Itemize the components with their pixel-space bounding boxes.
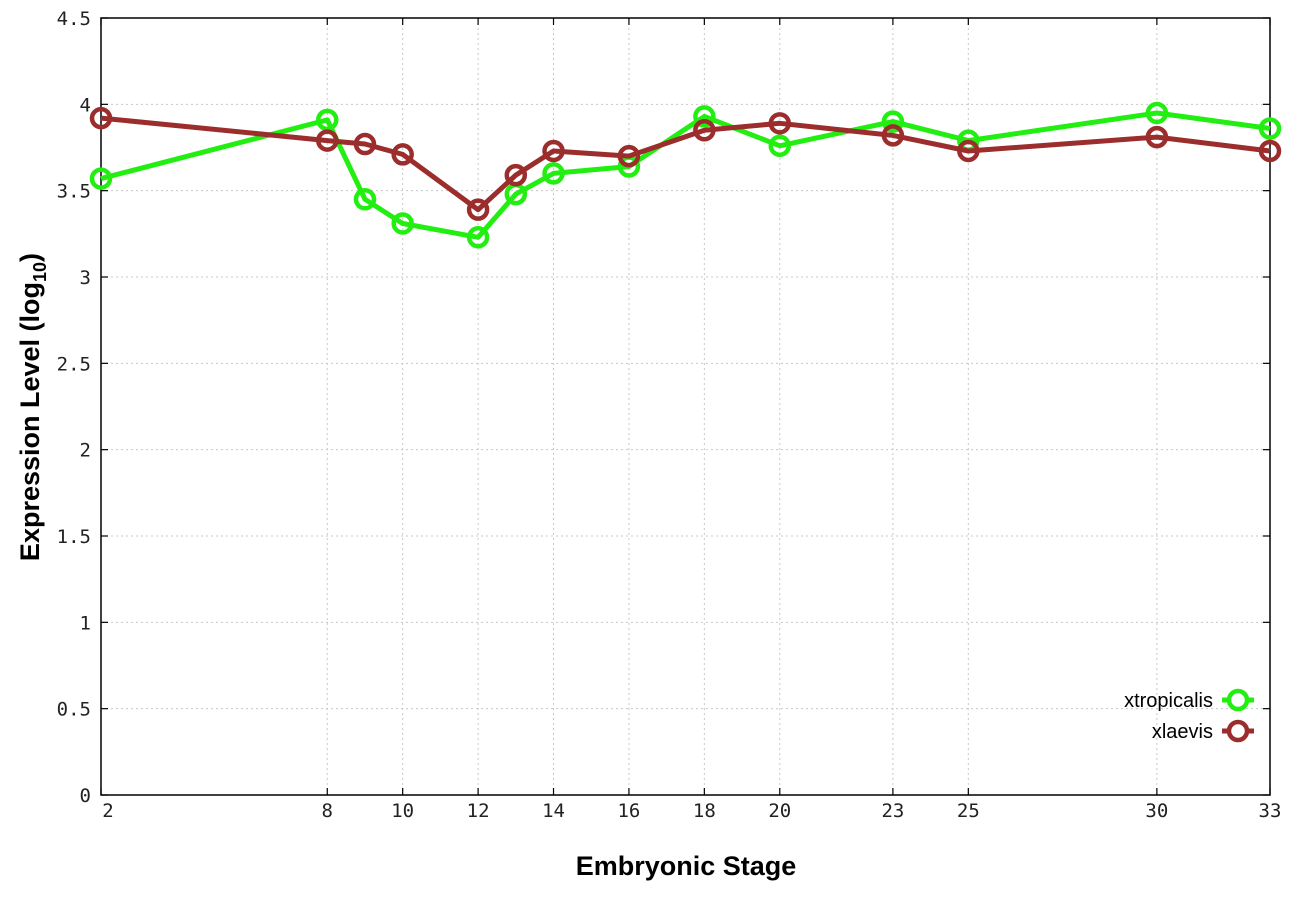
series-line-xlaevis [100,115,1271,213]
data-point-xlaevis [1258,139,1282,163]
legend-label-xtropicalis: xtropicalis [1124,690,1213,712]
x-tick-label: 14 [542,800,565,822]
data-point-xlaevis [1145,125,1169,149]
plot-frame [100,17,1271,796]
y-tick-label: 4.5 [57,8,91,30]
y-axis-title-subscript: 10 [30,262,50,282]
data-point-xtropicalis [693,105,716,128]
data-point-xlaevis [466,198,490,221]
x-tick-label: 10 [391,800,414,822]
data-point-xlaevis [542,139,565,163]
x-axis-title: Embryonic Stage [576,851,797,881]
x-tick-label: 30 [1145,800,1168,822]
y-tick-labels: 0 0.5 1 1.5 2 2.5 3 3.5 4 4.5 [57,8,91,807]
x-tick-label: 18 [693,800,716,822]
y-tick-label: 3.5 [57,181,91,203]
data-point-xtropicalis [391,212,414,235]
tick-marks [100,17,1271,796]
data-point-xlaevis [353,132,377,156]
series-xtropicalis [89,101,1282,249]
x-tick-label: 2 [102,800,113,822]
x-tick-label: 12 [467,800,490,822]
y-tick-label: 1 [80,612,91,634]
y-axis-title-close: ) [15,253,45,262]
y-axis-title-main: Expression Level (log [15,282,45,561]
data-point-xtropicalis [768,134,792,158]
data-point-xlaevis [693,118,716,142]
x-tick-labels: 2 8 10 12 14 16 18 20 23 25 30 33 [102,800,1281,822]
y-tick-label: 2.5 [57,353,91,375]
data-point-xlaevis [957,139,980,163]
y-tick-label: 0 [80,785,91,807]
y-tick-label: 4 [80,94,91,116]
data-point-xlaevis [881,124,905,147]
data-point-xlaevis [617,144,641,168]
data-point-xlaevis [391,143,414,166]
x-tick-label: 25 [957,800,980,822]
x-tick-label: 23 [881,800,904,822]
data-point-xtropicalis [89,167,113,190]
data-point-xlaevis [504,163,528,187]
data-point-xlaevis [89,106,113,130]
data-point-xtropicalis [1145,101,1169,125]
x-tick-label: 8 [322,800,333,822]
legend-label-xlaevis: xlaevis [1152,721,1213,743]
data-point-xlaevis [768,112,792,135]
data-point-xtropicalis [1258,117,1282,140]
y-tick-label: 3 [80,267,91,289]
y-tick-label: 2 [80,440,91,462]
x-tick-label: 20 [768,800,791,822]
series-line-xtropicalis [100,110,1271,240]
data-point-xlaevis [316,129,339,152]
data-point-xtropicalis [466,226,490,249]
series-layer [89,101,1282,249]
legend-swatch-marker-xtropicalis [1226,688,1250,712]
data-point-xtropicalis [881,110,905,133]
y-axis-title: Expression Level (log10) [15,253,50,561]
data-point-xtropicalis [542,162,565,185]
series-xlaevis [89,106,1282,221]
y-tick-label: 0.5 [57,699,91,721]
y-tick-label: 1.5 [57,526,91,548]
legend-swatch-marker-xlaevis [1226,719,1250,743]
x-tick-label: 33 [1259,800,1282,822]
data-point-xtropicalis [353,188,377,211]
data-point-xtropicalis [316,108,339,132]
legend: xtropicalis xlaevis [1124,688,1254,743]
x-tick-label: 16 [617,800,640,822]
